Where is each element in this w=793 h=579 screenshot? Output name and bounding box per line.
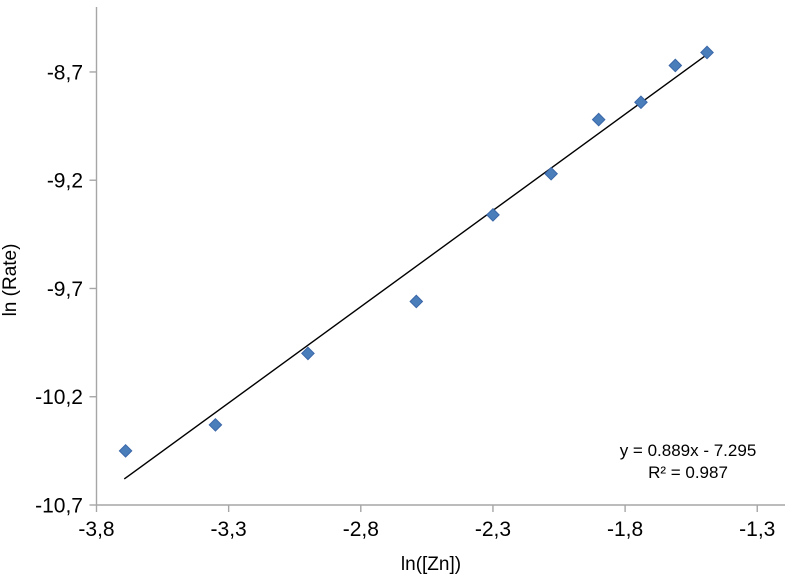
data-point-marker [634, 95, 648, 110]
data-point-marker [301, 346, 315, 361]
data-point-marker [118, 443, 133, 458]
trendline-equation-label: y = 0.889x - 7.295 [620, 441, 757, 460]
x-axis-tick-label: -1,8 [607, 518, 643, 541]
axes-layer: -3,8 -3,3 -2,8 -2,3 -1,8 -1,3 -8,7 -9,2 -9,7 -10,… [35, 7, 785, 541]
data-point-marker [409, 294, 424, 309]
x-axis-title: ln([Zn]) [401, 554, 461, 575]
data-point-marker [668, 58, 683, 73]
y-axis-tick-label: -8,7 [47, 61, 83, 84]
x-axis-tick-label: -3,8 [78, 518, 114, 541]
y-axis-tick-label: -9,7 [47, 278, 83, 301]
data-point-marker [544, 166, 559, 181]
data-point-marker [591, 112, 606, 127]
y-axis-tick-label: -9,2 [47, 170, 83, 193]
data-point-marker [486, 207, 500, 222]
series-layer [118, 45, 714, 480]
data-point-marker [208, 417, 223, 432]
x-axis-tick-label: -1,3 [739, 518, 775, 541]
r-squared-label: R² = 0.987 [648, 463, 728, 482]
data-point-marker [700, 45, 714, 60]
y-axis-tick-label: -10,7 [35, 495, 83, 518]
trendline [123, 51, 711, 480]
x-axis-tick-label: -2,3 [475, 518, 511, 541]
x-axis-tick-label: -3,3 [211, 518, 247, 541]
y-axis-tick-label: -10,2 [35, 386, 83, 409]
x-axis-tick-label: -2,8 [343, 518, 379, 541]
y-axis-title: ln (Rate) [0, 244, 21, 317]
